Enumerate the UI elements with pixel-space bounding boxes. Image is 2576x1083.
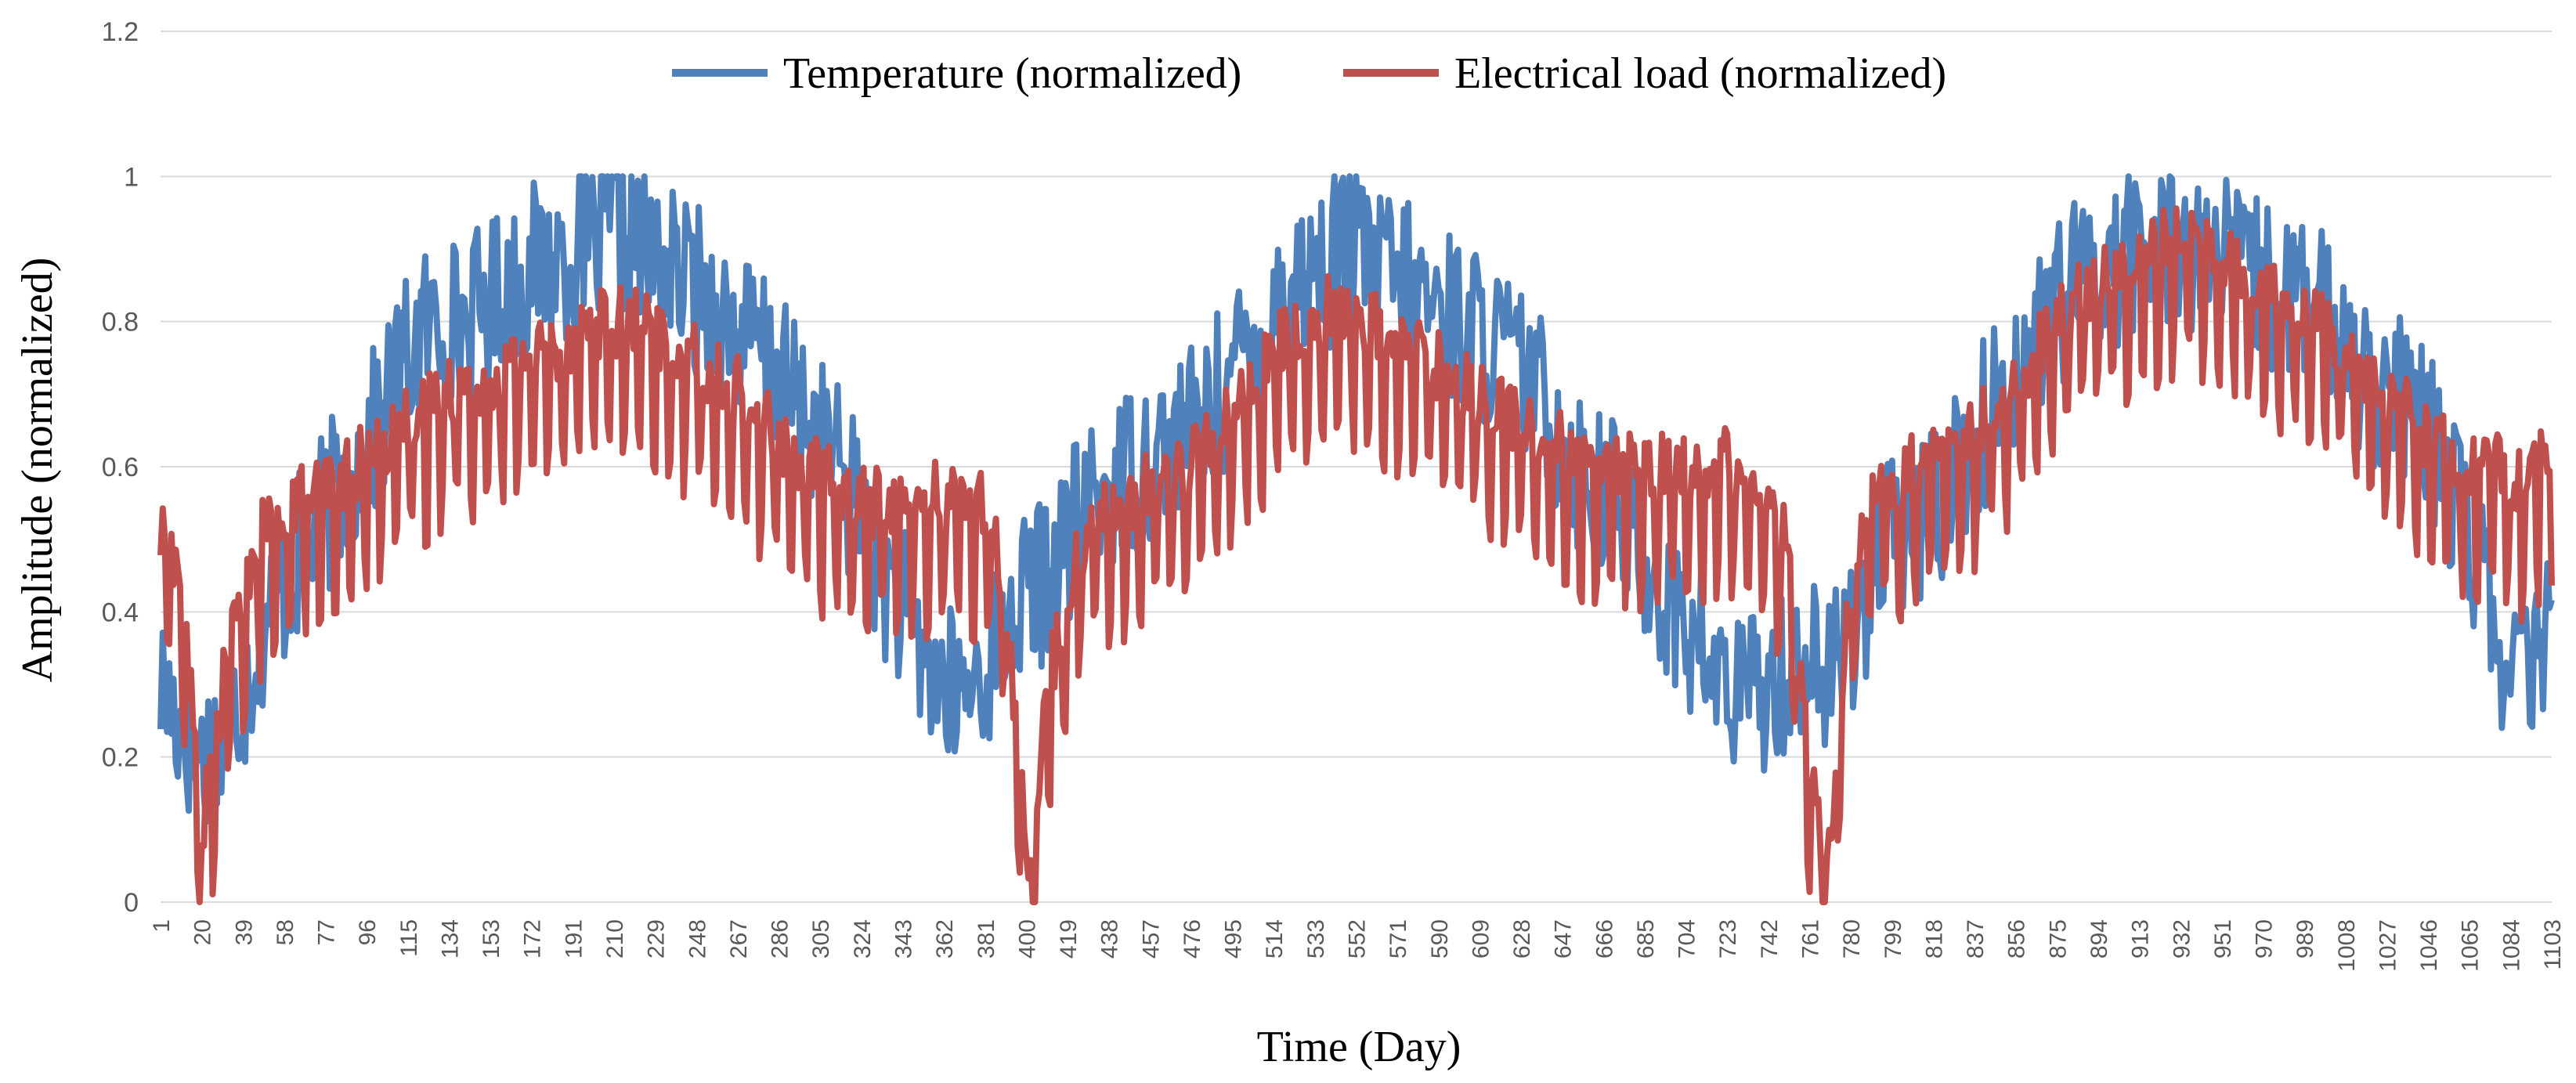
x-tick-label: 343: [891, 919, 916, 958]
x-axis-ticks: 1 20 39 58 77 96 115 134 153 172 191 210 229 248 267 28…: [149, 919, 2566, 972]
x-tick-label: 1103: [2540, 919, 2566, 970]
x-tick-label: 913: [2128, 919, 2154, 958]
x-tick-label: 837: [1963, 919, 1989, 958]
x-tick-label: 362: [932, 919, 958, 958]
x-tick-label: 210: [602, 919, 628, 958]
x-tick-label: 590: [1427, 919, 1453, 958]
series-line-electrical-load: [157, 205, 2555, 905]
y-tick-label: 0.2: [102, 743, 139, 773]
x-tick-label: 58: [273, 919, 298, 945]
y-tick-label: 1.2: [102, 17, 139, 47]
x-tick-label: 932: [2169, 919, 2195, 958]
x-tick-label: 134: [437, 919, 463, 958]
x-tick-label: 723: [1715, 919, 1741, 958]
x-tick-label: 172: [520, 919, 546, 958]
x-axis-title: Time (Day): [1257, 1023, 1461, 1071]
x-tick-label: 400: [1014, 919, 1040, 958]
x-tick-label: 666: [1591, 919, 1617, 958]
x-tick-label: 39: [231, 919, 257, 945]
x-tick-label: 115: [396, 919, 422, 957]
x-tick-label: 780: [1839, 919, 1865, 958]
x-tick-label: 438: [1097, 919, 1123, 958]
y-tick-label: 0.8: [102, 308, 139, 338]
x-tick-label: 457: [1138, 919, 1164, 958]
x-tick-label: 381: [974, 919, 999, 958]
x-tick-label: 77: [314, 919, 340, 945]
legend: Temperature (normalized) Electrical load…: [672, 49, 1946, 98]
x-tick-label: 628: [1509, 919, 1535, 958]
x-tick-label: 514: [1262, 919, 1288, 958]
x-tick-label: 476: [1180, 919, 1205, 958]
x-tick-label: 267: [726, 919, 752, 958]
x-tick-label: 324: [850, 919, 876, 958]
x-tick-label: 818: [1921, 919, 1947, 958]
x-tick-label: 1046: [2416, 919, 2442, 972]
x-tick-label: 970: [2252, 919, 2278, 958]
y-tick-label: 0.6: [102, 453, 139, 482]
y-tick-label: 1: [124, 162, 139, 192]
x-tick-label: 552: [1345, 919, 1371, 958]
x-tick-label: 571: [1386, 919, 1411, 958]
x-tick-label: 191: [561, 919, 587, 958]
x-tick-label: 153: [479, 919, 504, 958]
y-tick-label: 0.4: [102, 597, 139, 627]
x-tick-label: 875: [2045, 919, 2071, 958]
x-tick-label: 1065: [2458, 919, 2484, 972]
x-tick-label: 609: [1468, 919, 1494, 958]
series-lines: [157, 173, 2555, 905]
x-tick-label: 229: [644, 919, 670, 958]
x-tick-label: 1084: [2498, 919, 2524, 972]
y-axis-title: Amplitude (normalized): [13, 258, 62, 683]
x-tick-label: 1027: [2375, 919, 2401, 972]
x-tick-label: 1008: [2334, 919, 2360, 972]
x-tick-label: 1: [149, 919, 175, 933]
x-tick-label: 989: [2292, 919, 2318, 958]
x-tick-label: 856: [2004, 919, 2030, 958]
legend-label-temperature: Temperature (normalized): [783, 49, 1241, 98]
x-tick-label: 894: [2086, 919, 2112, 958]
x-tick-label: 286: [768, 919, 793, 958]
x-tick-label: 20: [190, 919, 216, 945]
x-tick-label: 951: [2210, 919, 2236, 958]
x-tick-label: 495: [1221, 919, 1247, 958]
x-tick-label: 704: [1675, 919, 1700, 958]
x-tick-label: 419: [1056, 919, 1082, 958]
x-tick-label: 647: [1551, 919, 1577, 958]
x-tick-label: 761: [1798, 919, 1824, 958]
x-tick-label: 305: [808, 919, 834, 958]
legend-label-electrical-load: Electrical load (normalized): [1454, 49, 1946, 98]
y-axis-ticks: 0 0.2 0.4 0.6 0.8 1 1.2: [102, 17, 139, 918]
x-tick-label: 96: [355, 919, 381, 945]
x-tick-label: 533: [1303, 919, 1329, 958]
y-tick-label: 0: [124, 888, 139, 918]
x-tick-label: 248: [685, 919, 710, 958]
x-tick-label: 742: [1757, 919, 1783, 958]
x-tick-label: 799: [1881, 919, 1906, 958]
x-tick-label: 685: [1633, 919, 1659, 958]
